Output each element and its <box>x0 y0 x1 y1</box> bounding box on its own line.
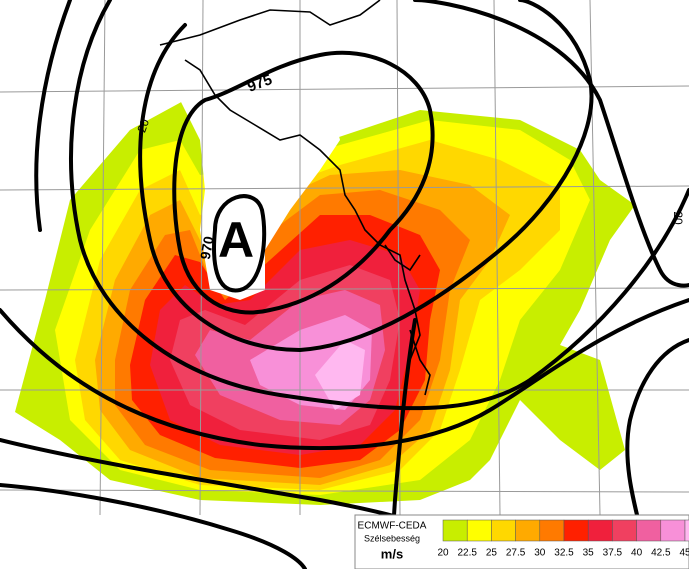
contour-label: 20 <box>671 211 685 225</box>
legend-swatch <box>612 519 637 542</box>
isobar <box>413 0 689 288</box>
coastline <box>384 244 421 272</box>
legend-unit: m/s <box>381 546 403 561</box>
legend-swatch <box>491 519 516 542</box>
legend-tick-label: 22.5 <box>457 548 477 559</box>
legend-tick-label: 27.5 <box>506 548 526 559</box>
legend-source: ECMWF-CEDA <box>358 521 427 532</box>
legend-swatch <box>684 519 689 542</box>
band-45 <box>315 340 365 410</box>
legend-swatch <box>636 519 662 542</box>
legend-swatch <box>442 519 468 542</box>
grid-line <box>199 0 204 516</box>
legend-variable: Szélsebesség <box>364 533 420 543</box>
legend-swatch <box>515 519 541 542</box>
grid-line <box>0 85 689 93</box>
isobar <box>172 50 435 315</box>
isobar <box>0 483 307 569</box>
legend-tick-label: 30 <box>534 548 546 559</box>
legend-tick-label: 35 <box>583 548 595 559</box>
isobar <box>212 194 267 293</box>
legend-swatch <box>466 519 492 542</box>
grid-line <box>0 489 689 493</box>
legend-tick-label: 42.5 <box>651 548 671 559</box>
legend: ECMWF-CEDA Szélsebesség m/s 20 22.5 25 27.5… <box>354 514 689 569</box>
legend-tick-label: 40 <box>631 548 643 559</box>
legend-tick-label: 20 <box>437 548 449 559</box>
legend-swatch <box>660 519 686 542</box>
coastline <box>159 0 381 46</box>
low-center-label: A <box>218 212 254 268</box>
legend-swatch <box>587 519 613 542</box>
legend-tick-label: 45 <box>679 548 689 559</box>
isobar <box>0 298 689 451</box>
isobar <box>69 0 689 411</box>
legend-tick-label: 32.5 <box>554 548 574 559</box>
grid-line <box>0 185 689 191</box>
isobar <box>34 0 72 232</box>
legend-swatch <box>539 519 565 542</box>
legend-tick-label: 37.5 <box>603 548 623 559</box>
grid-line <box>0 287 689 291</box>
contour-label: 20 <box>134 117 152 135</box>
legend-tick-label: 25 <box>486 548 498 559</box>
coastline <box>409 329 431 396</box>
grid-line <box>99 0 106 516</box>
grid-line <box>493 0 501 516</box>
legend-swatch <box>563 519 589 542</box>
isobar-label: 970 <box>197 235 217 261</box>
